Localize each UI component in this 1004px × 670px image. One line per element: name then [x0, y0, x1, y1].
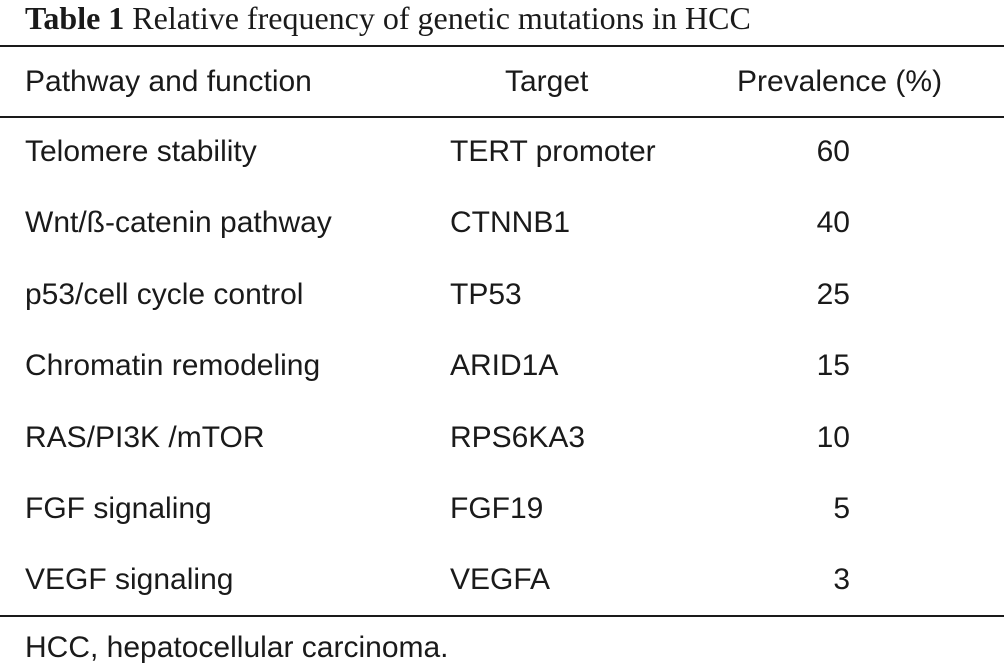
- table-row: p53/cell cycle control TP53 25: [0, 270, 1004, 320]
- cell-pathway: VEGF signaling: [25, 563, 234, 596]
- table-row: RAS/PI3K /mTOR RPS6KA3 10: [0, 413, 1004, 463]
- cell-prevalence: 60: [816, 135, 850, 168]
- cell-pathway: Chromatin remodeling: [25, 349, 321, 382]
- cell-pathway: Telomere stability: [25, 135, 257, 168]
- table-caption: Table 1 Relative frequency of genetic mu…: [25, 0, 751, 36]
- cell-target: CTNNB1: [450, 206, 571, 239]
- cell-target: TP53: [450, 278, 522, 311]
- table-row: FGF signaling FGF19 5: [0, 484, 1004, 534]
- bottom-rule: [0, 615, 1004, 617]
- top-rule: [0, 45, 1004, 47]
- cell-target: VEGFA: [450, 563, 551, 596]
- table-row: VEGF signaling VEGFA 3: [0, 555, 1004, 605]
- table-row: Chromatin remodeling ARID1A 15: [0, 341, 1004, 391]
- header-prevalence: Prevalence (%): [737, 65, 943, 98]
- cell-target: RPS6KA3: [450, 421, 586, 454]
- cell-pathway: FGF signaling: [25, 492, 212, 525]
- cell-prevalence: 25: [816, 278, 850, 311]
- cell-prevalence: 40: [816, 206, 850, 239]
- cell-target: ARID1A: [450, 349, 559, 382]
- cell-pathway: Wnt/ß-catenin pathway: [25, 206, 332, 239]
- cell-target: TERT promoter: [450, 135, 656, 168]
- table-row: Wnt/ß-catenin pathway CTNNB1 40: [0, 198, 1004, 248]
- header-target: Target: [505, 65, 589, 98]
- cell-prevalence: 3: [833, 563, 850, 596]
- cell-pathway: RAS/PI3K /mTOR: [25, 421, 265, 454]
- cell-prevalence: 15: [816, 349, 850, 382]
- table-caption-text: Relative frequency of genetic mutations …: [132, 0, 751, 36]
- cell-target: FGF19: [450, 492, 544, 525]
- table-row: Telomere stability TERT promoter 60: [0, 127, 1004, 177]
- cell-prevalence: 5: [833, 492, 850, 525]
- table-header-row: Pathway and function Target Prevalence (…: [0, 47, 1004, 116]
- cell-pathway: p53/cell cycle control: [25, 278, 304, 311]
- table-caption-label: Table 1: [25, 0, 125, 36]
- cell-prevalence: 10: [816, 421, 850, 454]
- table-footnote: HCC, hepatocellular carcinoma.: [25, 631, 449, 664]
- header-pathway-and-function: Pathway and function: [25, 65, 312, 98]
- header-rule: [0, 116, 1004, 118]
